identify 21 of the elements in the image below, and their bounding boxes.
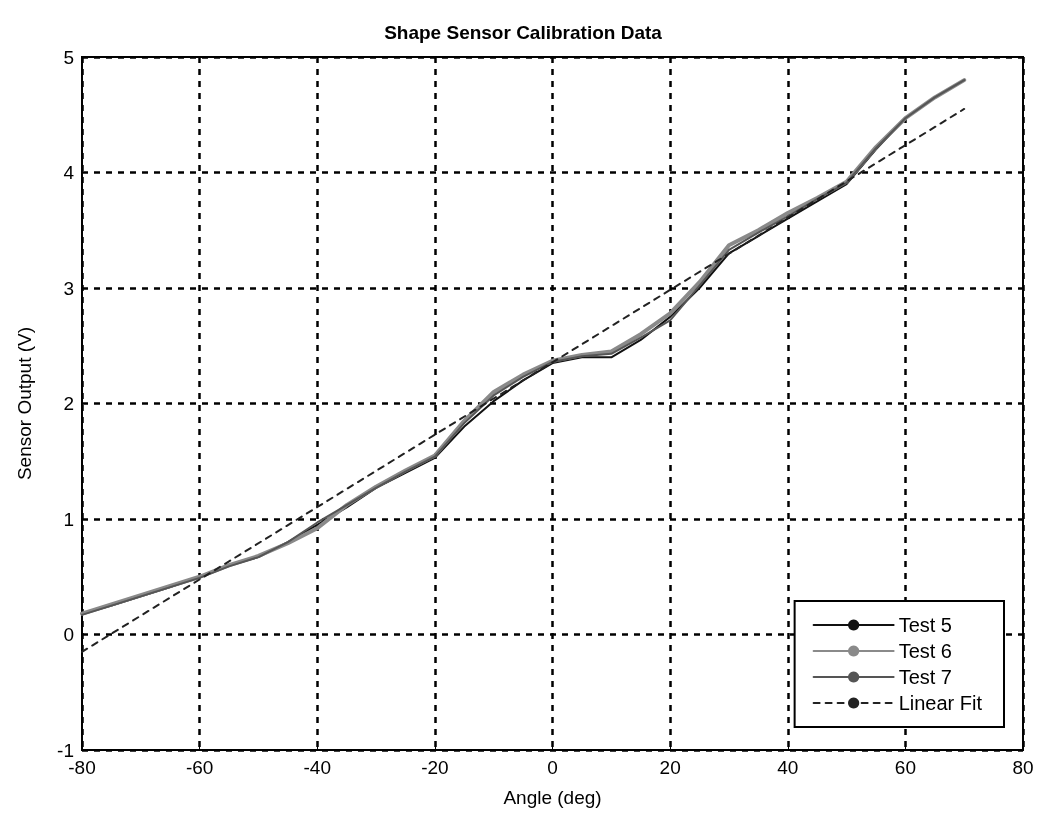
y-tick-label: 0 [63, 624, 74, 645]
legend-label: Test 5 [898, 614, 952, 636]
legend-label: Test 6 [898, 640, 952, 662]
y-axis-title: Sensor Output (V) [14, 326, 35, 481]
legend-label: Linear Fit [898, 692, 983, 714]
x-axis-title: Angle (deg) [503, 787, 602, 808]
y-tick-label: 2 [63, 393, 74, 414]
chart-title: Shape Sensor Calibration Data [384, 22, 663, 43]
legend-label: Test 7 [898, 666, 952, 688]
x-tick-label: 60 [894, 757, 916, 778]
y-tick-label: 4 [63, 162, 75, 183]
y-tick-label: 1 [63, 508, 74, 530]
y-tick-label: 3 [63, 277, 74, 299]
x-tick-label: -60 [185, 757, 214, 778]
x-tick-label: -20 [421, 757, 449, 778]
x-tick-label: 40 [777, 757, 799, 778]
x-tick-label: -40 [303, 757, 331, 778]
x-tick-label: 20 [659, 757, 681, 778]
x-tick-label: 0 [547, 757, 558, 778]
x-tick-label: 80 [1012, 757, 1034, 778]
y-tick-label: 5 [63, 46, 74, 68]
